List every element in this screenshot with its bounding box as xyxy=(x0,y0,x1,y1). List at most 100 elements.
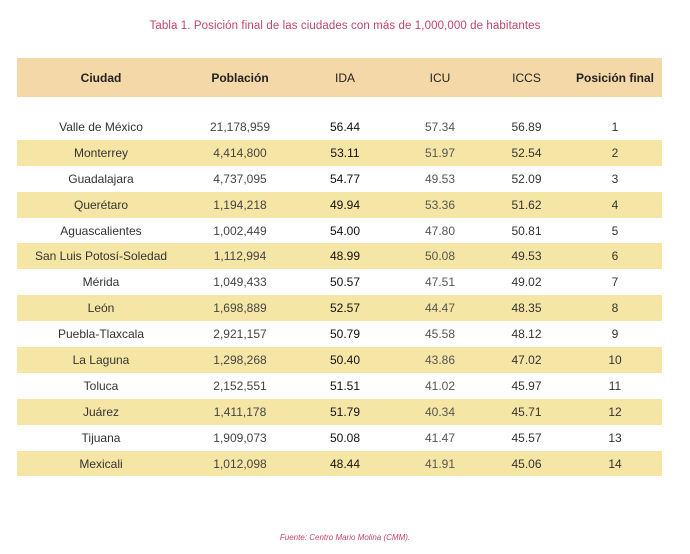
cell-ida: 56.44 xyxy=(329,119,361,134)
cell-posicion-final: 14 xyxy=(608,456,622,471)
cell-iccs: 48.12 xyxy=(511,327,542,342)
cell-posicion-final: 5 xyxy=(611,223,619,238)
cell-ciudad: Guadalajara xyxy=(68,171,134,186)
cell-poblacion: 4,737,095 xyxy=(213,171,267,186)
cell-poblacion: 1,411,178 xyxy=(213,404,267,419)
cell-ida: 54.00 xyxy=(329,223,361,238)
cell-icu: 53.36 xyxy=(424,197,456,212)
cell-posicion-final: 2 xyxy=(611,145,619,160)
cell-ida: 48.44 xyxy=(329,456,361,471)
cell-icu: 47.51 xyxy=(424,275,456,290)
cell-posicion-final: 13 xyxy=(608,430,622,445)
cell-ida: 50.79 xyxy=(329,327,361,342)
cell-ida: 50.08 xyxy=(329,430,361,445)
cell-ciudad: Aguascalientes xyxy=(60,223,142,238)
cell-iccs: 45.57 xyxy=(511,430,542,445)
cell-ida: 50.57 xyxy=(329,275,361,290)
cell-posicion-final: 12 xyxy=(608,404,622,419)
cell-iccs: 52.09 xyxy=(511,171,542,186)
cell-poblacion: 1,049,433 xyxy=(213,275,267,290)
cell-iccs: 45.97 xyxy=(511,378,542,393)
cell-poblacion: 1,298,268 xyxy=(213,352,267,367)
cell-ciudad: Mérida xyxy=(82,275,120,290)
cell-ida: 51.51 xyxy=(329,378,361,393)
table-row: La Laguna 1,298,268 50.40 43.86 47.02 10 xyxy=(17,347,662,373)
header-icu: ICU xyxy=(429,70,451,85)
cell-posicion-final: 11 xyxy=(608,378,622,393)
cell-ida: 51.79 xyxy=(329,404,361,419)
cell-ciudad: Juárez xyxy=(82,404,120,419)
cell-iccs: 48.35 xyxy=(511,301,542,316)
cell-ida: 54.77 xyxy=(329,171,361,186)
table-title: Tabla 1. Posición final de las ciudades … xyxy=(149,20,541,32)
cell-ida: 49.94 xyxy=(329,197,361,212)
cell-icu: 41.47 xyxy=(424,430,456,445)
cell-ida: 52.57 xyxy=(329,301,361,316)
table-row: León 1,698,889 52.57 44.47 48.35 8 xyxy=(17,295,662,322)
table-row: Puebla-Tlaxcala 2,921,157 50.79 45.58 48.12 9 xyxy=(17,321,662,347)
cell-icu: 50.08 xyxy=(424,249,456,264)
cell-iccs: 47.02 xyxy=(511,352,542,367)
cell-ciudad: Tijuana xyxy=(81,430,121,445)
table-row: Juárez 1,411,178 51.79 40.34 45.71 12 xyxy=(17,398,662,425)
cell-icu: 49.53 xyxy=(424,171,456,186)
table-body: Valle de México 21,178,959 56.44 57.34 56.89… xyxy=(17,114,662,477)
cell-ida: 50.40 xyxy=(329,352,361,367)
cell-ciudad: Toluca xyxy=(83,378,119,393)
cell-iccs: 49.02 xyxy=(511,275,542,290)
cell-posicion-final: 4 xyxy=(611,197,619,212)
cell-ciudad: Valle de México xyxy=(59,119,143,134)
cell-posicion-final: 3 xyxy=(611,171,619,186)
cell-icu: 57.34 xyxy=(424,119,456,134)
cell-ciudad: La Laguna xyxy=(72,352,130,367)
cell-iccs: 45.71 xyxy=(511,404,542,419)
table-row: Monterrey 4,414,800 53.11 51.97 52.54 2 xyxy=(17,139,662,166)
cell-ciudad: Querétaro xyxy=(73,197,129,212)
cell-iccs: 56.89 xyxy=(511,119,542,134)
table-row: Valle de México 21,178,959 56.44 57.34 56.89… xyxy=(17,114,662,140)
cell-poblacion: 1,698,889 xyxy=(213,301,267,316)
cell-icu: 43.86 xyxy=(424,352,456,367)
cell-posicion-final: 6 xyxy=(611,249,619,264)
source-note: Fuente: Centro Mario Molina (CMM). xyxy=(279,533,411,542)
table-row: Querétaro 1,194,218 49.94 53.36 51.62 4 xyxy=(17,191,662,218)
cell-poblacion: 1,012,098 xyxy=(213,456,267,471)
cell-icu: 47.80 xyxy=(424,223,456,238)
cell-posicion-final: 9 xyxy=(611,327,619,342)
cell-ciudad: Puebla-Tlaxcala xyxy=(57,327,145,342)
table-row: Guadalajara 4,737,095 54.77 49.53 52.09 3 xyxy=(17,166,662,192)
cell-iccs: 51.62 xyxy=(511,197,542,212)
cell-ciudad: Monterrey xyxy=(73,145,129,160)
cell-icu: 41.02 xyxy=(424,378,456,393)
cell-iccs: 45.06 xyxy=(511,456,542,471)
cell-icu: 44.47 xyxy=(424,301,456,316)
table-row: Toluca 2,152,551 51.51 41.02 45.97 11 xyxy=(17,373,662,399)
data-table: Ciudad Población IDA ICU ICCS Posición f… xyxy=(17,58,662,477)
cell-poblacion: 1,112,994 xyxy=(213,249,267,264)
header-ciudad: Ciudad xyxy=(80,70,122,85)
cell-poblacion: 21,178,959 xyxy=(209,119,271,134)
cell-posicion-final: 8 xyxy=(611,301,619,316)
cell-icu: 51.97 xyxy=(424,145,456,160)
cell-ciudad: León xyxy=(87,301,115,316)
cell-posicion-final: 7 xyxy=(611,275,619,290)
table-row: Mérida 1,049,433 50.57 47.51 49.02 7 xyxy=(17,269,662,295)
cell-icu: 40.34 xyxy=(424,404,456,419)
header-spacer xyxy=(17,97,662,114)
cell-iccs: 50.81 xyxy=(511,223,542,238)
header-iccs: ICCS xyxy=(512,70,541,85)
table-row: Tijuana 1,909,073 50.08 41.47 45.57 13 xyxy=(17,425,662,451)
cell-icu: 45.58 xyxy=(424,327,456,342)
cell-iccs: 52.54 xyxy=(511,145,542,160)
cell-poblacion: 4,414,800 xyxy=(213,145,267,160)
header-posicion-final: Posición final xyxy=(575,70,654,85)
cell-ida: 53.11 xyxy=(330,145,360,160)
table-row: Mexicali 1,012,098 48.44 41.91 45.06 14 xyxy=(17,450,662,477)
header-poblacion: Población xyxy=(211,70,269,85)
cell-iccs: 49.53 xyxy=(511,249,542,264)
cell-ida: 48.99 xyxy=(329,249,361,264)
cell-poblacion: 1,002,449 xyxy=(213,223,267,238)
table-row: San Luis Potosí-Soledad 1,112,994 48.99 50.… xyxy=(17,243,662,270)
cell-poblacion: 2,152,551 xyxy=(213,378,267,393)
